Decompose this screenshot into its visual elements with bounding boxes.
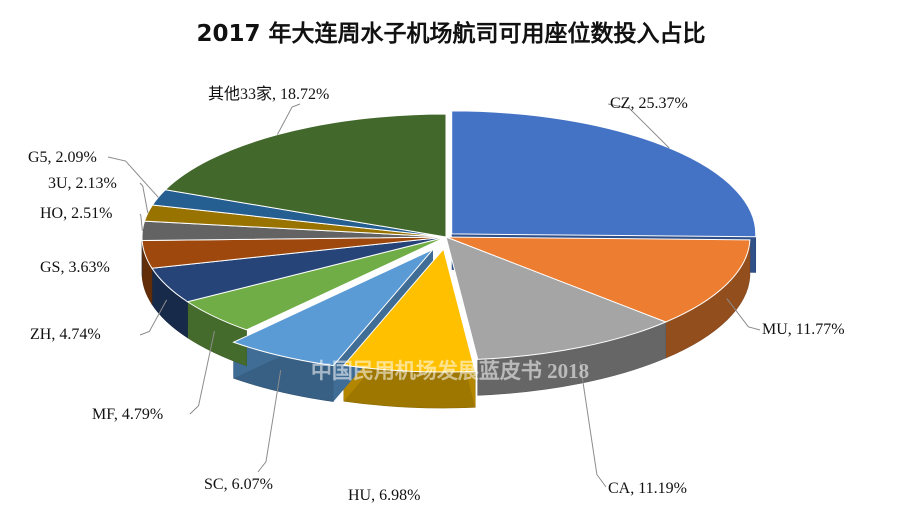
chart-title: 2017 年大连周水子机场航司可用座位数投入占比: [196, 21, 706, 47]
slice-CZ: [451, 110, 757, 238]
leader-CA: [579, 361, 607, 488]
slice-label-ZH: ZH, 4.74%: [30, 326, 101, 343]
slice-SC: [232, 248, 434, 367]
slice-MU: [445, 236, 751, 323]
leader-MF: [189, 330, 215, 415]
leader-3U: [139, 182, 149, 214]
slice-label-CZ: CZ, 25.37%: [610, 95, 688, 112]
slice-label-HO: HO, 2.51%: [40, 205, 112, 222]
leader-MU: [726, 298, 761, 331]
leader-CZ: [607, 103, 670, 149]
leader-SC: [257, 370, 282, 473]
pie-tops: [141, 110, 757, 373]
leader-G5: [107, 156, 159, 198]
leader-HO: [139, 213, 143, 231]
slice-其他33家: [164, 113, 447, 238]
slice-label-3U: 3U, 2.13%: [48, 175, 117, 192]
slice-label-其他33家: 其他33家, 18.72%: [208, 85, 329, 103]
slice-label-G5: G5, 2.09%: [28, 149, 97, 166]
slice-HU: [342, 247, 476, 373]
slice-label-GS: GS, 3.63%: [40, 259, 110, 276]
slice-label-CA: CA, 11.19%: [608, 480, 687, 497]
slice-CA: [445, 236, 668, 360]
leader-ZH: [139, 299, 168, 336]
slice-labels: CZ, 25.37% MU, 11.77% CA, 11.19% HU, 6.98% S…: [28, 85, 845, 504]
leader-lines: [107, 103, 761, 488]
leader-其他33家: [276, 103, 301, 135]
slice-label-MU: MU, 11.77%: [762, 321, 845, 338]
slice-label-HU: HU, 6.98%: [348, 487, 420, 504]
watermark-text: 中国民用机场发展蓝皮书 2018: [311, 359, 589, 383]
slice-label-MF: MF, 4.79%: [92, 406, 163, 423]
slice-label-SC: SC, 6.07%: [204, 476, 273, 493]
